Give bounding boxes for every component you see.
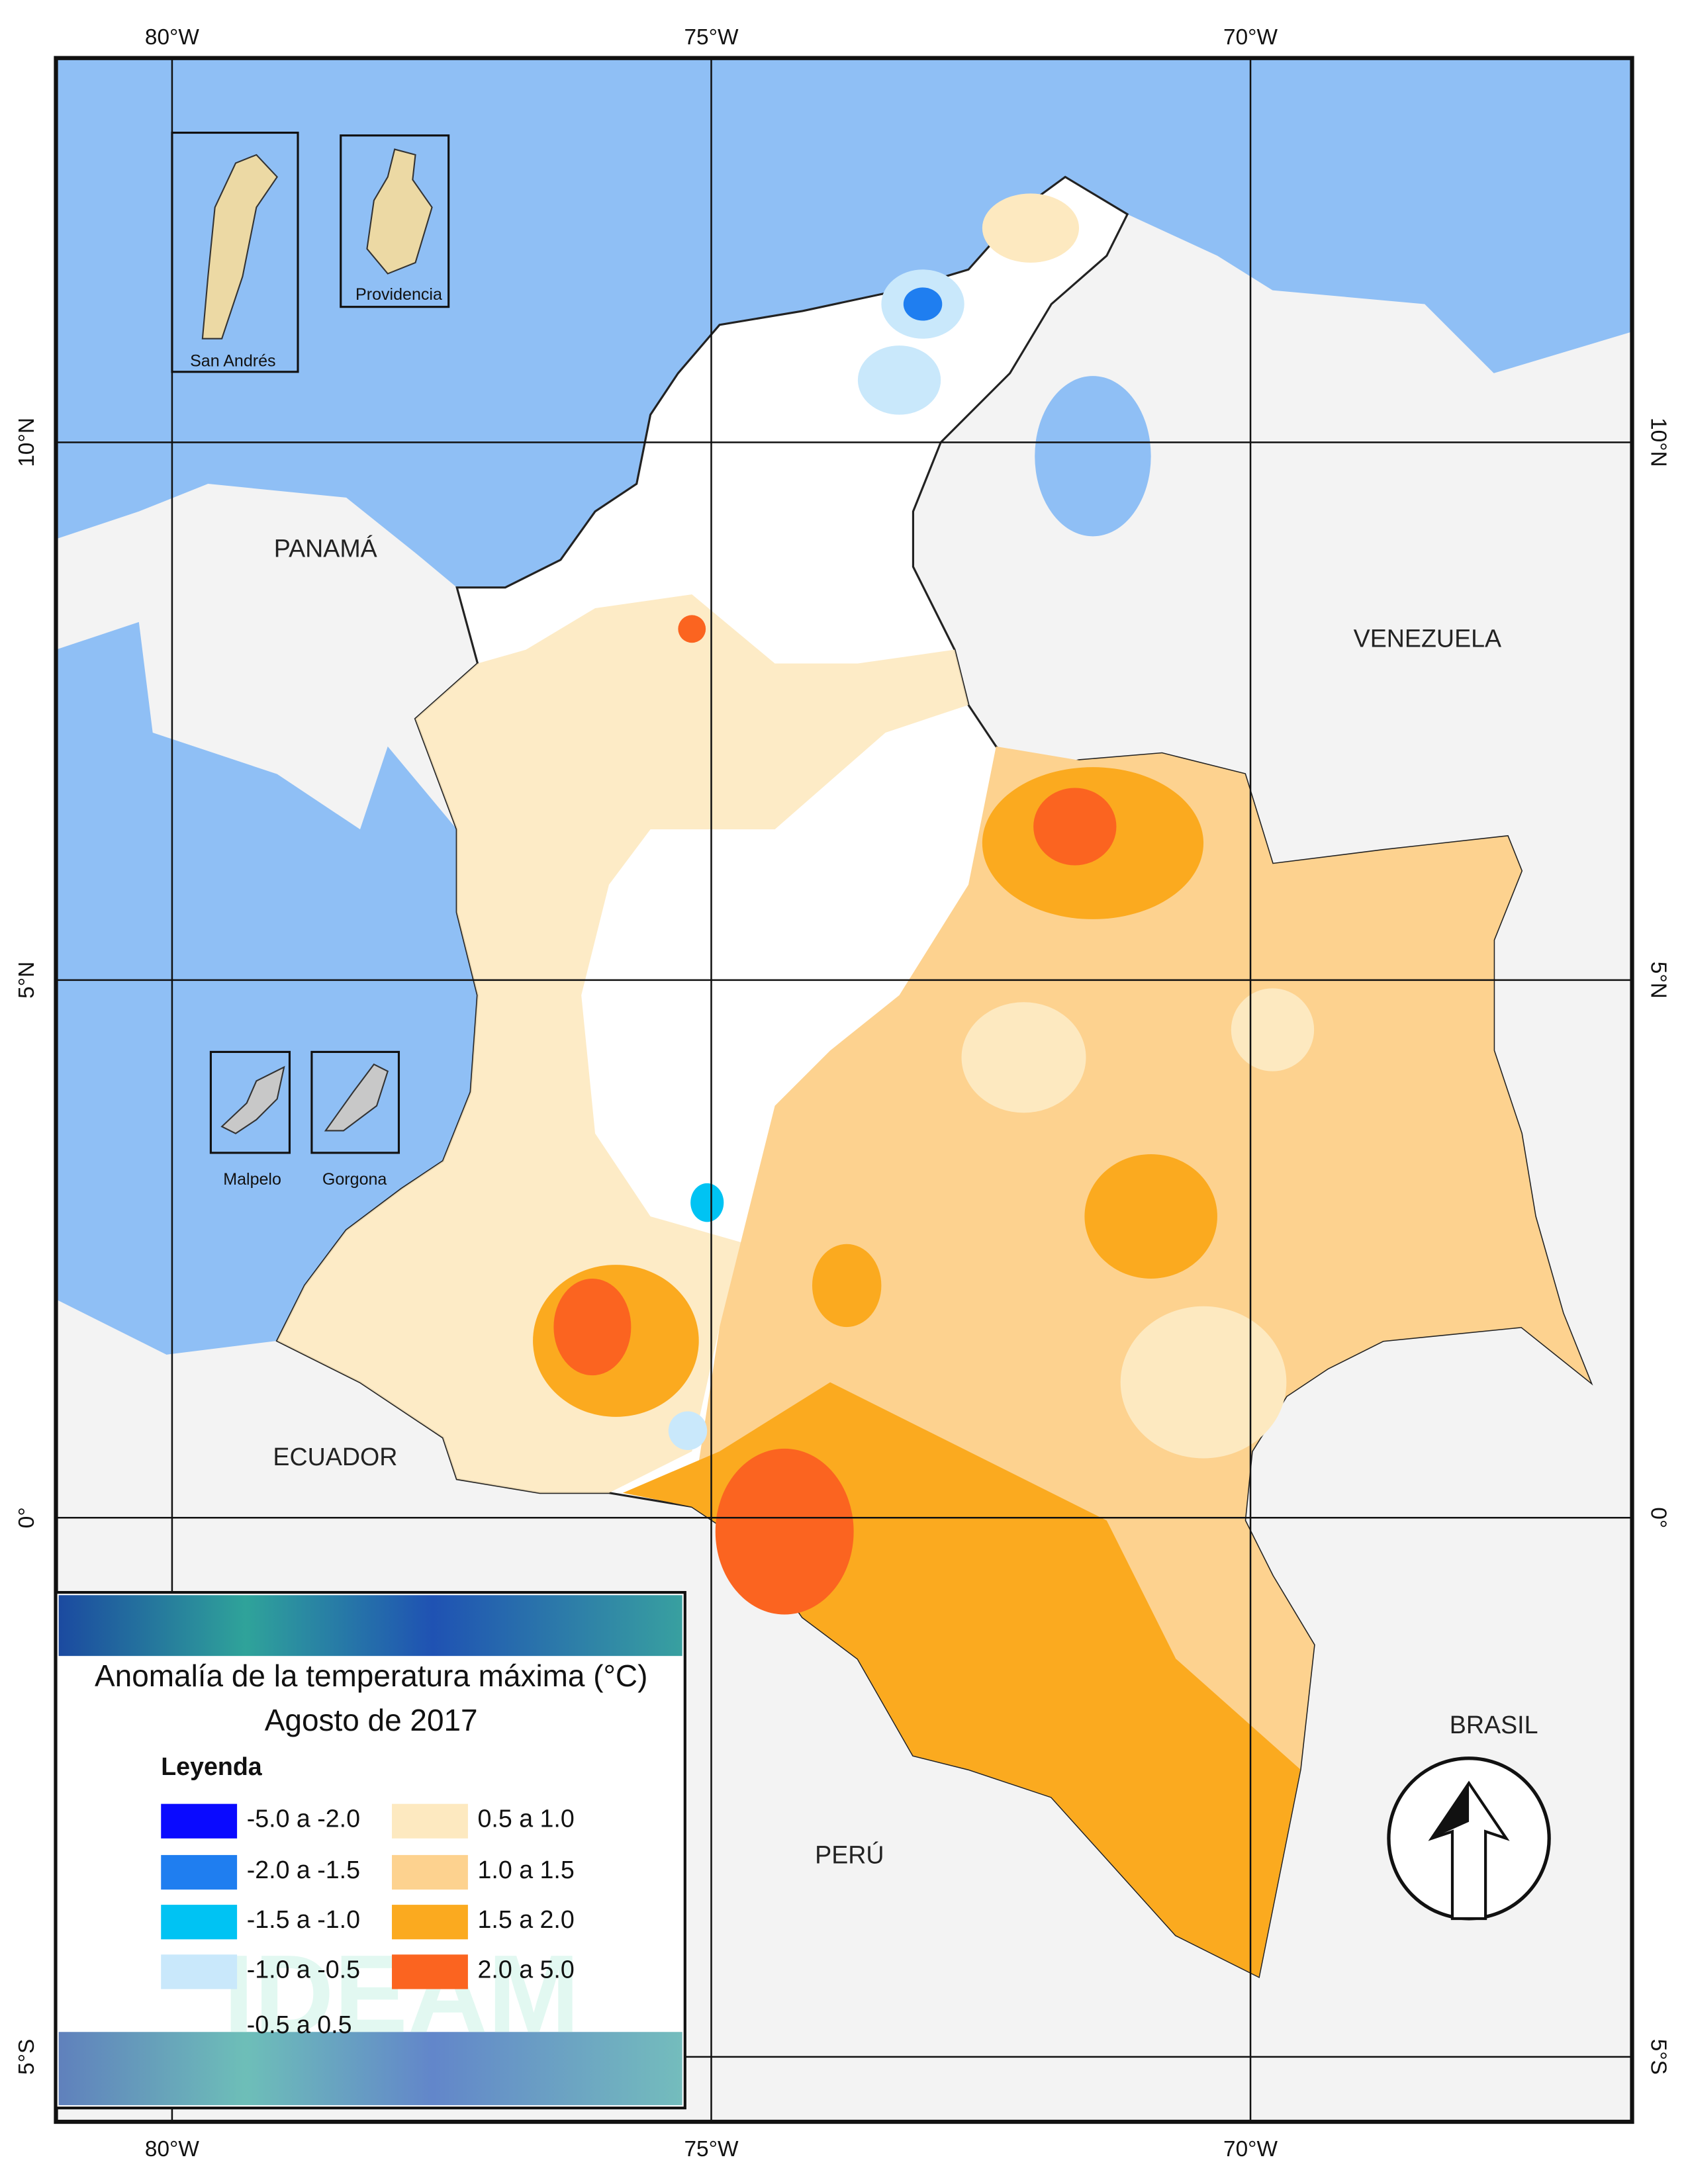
inset-frame [310,1050,400,1154]
anomaly-area [1033,788,1117,866]
anomaly-area [1084,1154,1217,1279]
logo-band [58,2032,682,2105]
legend-label: 0.5 a 1.0 [478,1805,575,1833]
legend-label: 1.5 a 2.0 [478,1905,575,1933]
legend-label: -2.0 a -1.5 [247,1856,360,1884]
legend: IDEAM Anomalía de la temperatura máxima … [54,1590,686,2110]
latitude-label: 0° [1646,1507,1671,1528]
legend-swatch [161,1905,238,1940]
legend-swatch [392,1905,468,1940]
island [201,154,279,340]
anomaly-area [277,594,968,1493]
legend-swatch [392,1854,468,1890]
longitude-label: 80°W [145,25,200,50]
anomaly-area [857,345,941,415]
anomaly-area [961,1002,1086,1113]
place-label: PANAMÁ [274,535,377,563]
map-frame [54,56,1634,2124]
insets [171,131,450,1154]
anomaly-area [668,1411,708,1450]
logo-watermark: IDEAM [223,1933,579,2056]
latitude-label: 5°S [1646,2039,1671,2075]
legend-swatch [161,1954,238,1989]
legend-label: -0.5 a 0.5 [247,2011,352,2038]
legend-main-title: Anomalía de la temperatura máxima (°C) [95,1659,647,1693]
island [324,1063,389,1132]
longitude-label: 70°W [1223,2137,1278,2161]
latitude-label: 0° [15,1507,39,1528]
legend-swatch [392,1954,468,1989]
legend-label: 2.0 a 5.0 [478,1955,575,1983]
island [220,1066,285,1134]
latitude-label: 5°N [1646,962,1671,999]
legend-swatch [161,1803,238,1839]
legend-swatch [392,1803,468,1839]
anomaly-area [1120,1306,1287,1459]
longitude-label: 75°W [684,25,739,50]
legend-box [54,1590,686,2110]
logo-band [58,1595,682,1657]
anomaly-area [903,287,943,321]
inset-label: Gorgona [322,1170,387,1189]
north-arrow [1387,1756,1551,1921]
anomaly-area [715,1448,854,1615]
place-label: PERÚ [815,1841,884,1868]
inset-label: Providencia [355,285,442,304]
longitude-label: 70°W [1223,25,1278,50]
legend-subtitle: Agosto de 2017 [265,1703,478,1737]
caribbean-sea [56,58,1632,588]
pacific-ocean [56,621,478,1355]
latitude-label: 10°N [15,418,39,467]
longitude-label: 80°W [145,2137,200,2161]
inset-label: San Andrés [190,351,276,370]
place-label: ECUADOR [273,1443,397,1471]
latitude-label: 5°S [15,2039,39,2075]
longitude-label: 75°W [684,2137,739,2161]
anomaly-area [678,615,706,643]
legend-label: -5.0 a -2.0 [247,1805,360,1833]
legend-heading: Leyenda [161,1752,263,1780]
legend-label: -1.0 a -0.5 [247,1955,360,1983]
anomaly-area [1231,988,1315,1071]
legend-label: -1.5 a -1.0 [247,1905,360,1933]
place-label: BRASIL [1450,1711,1538,1739]
anomaly-area [982,193,1080,263]
legend-swatch [161,1854,238,1890]
anomaly-area [690,1183,724,1222]
anomaly-areas [277,193,1591,1977]
legend-label: 1.0 a 1.5 [478,1856,575,1884]
place-label: VENEZUELA [1354,624,1501,652]
island [366,148,433,275]
anomaly-area [553,1278,632,1376]
lake-maracaibo [1035,376,1151,537]
latitude-label: 10°N [1646,418,1671,467]
anomaly-area [812,1244,882,1328]
inset-label: Malpelo [223,1170,281,1189]
latitude-label: 5°N [15,962,39,999]
